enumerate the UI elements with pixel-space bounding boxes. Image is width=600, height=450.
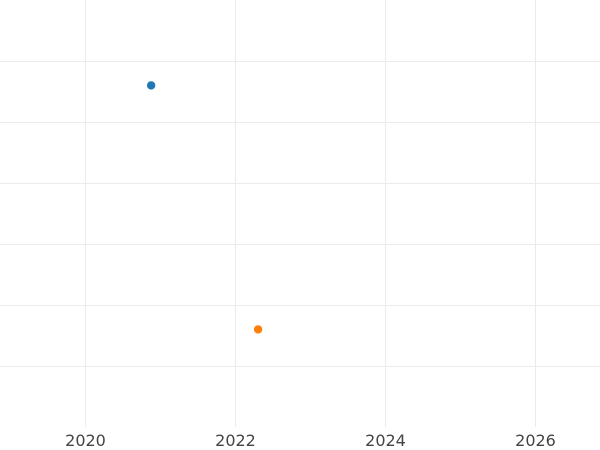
y-gridlines [0,61,600,367]
x-tick-label-2022: 2022 [215,431,256,450]
data-point-series-0-0 [146,81,156,90]
x-gridlines [85,0,536,427]
x-tick-label-2024: 2024 [365,431,406,450]
x-tick-label-2026: 2026 [515,431,556,450]
x-tick-label-2020: 2020 [65,431,106,450]
data-points [146,81,263,334]
x-axis-tick-labels: 2020 2022 2024 2026 [65,431,556,450]
data-point-series-1-0 [253,325,263,334]
